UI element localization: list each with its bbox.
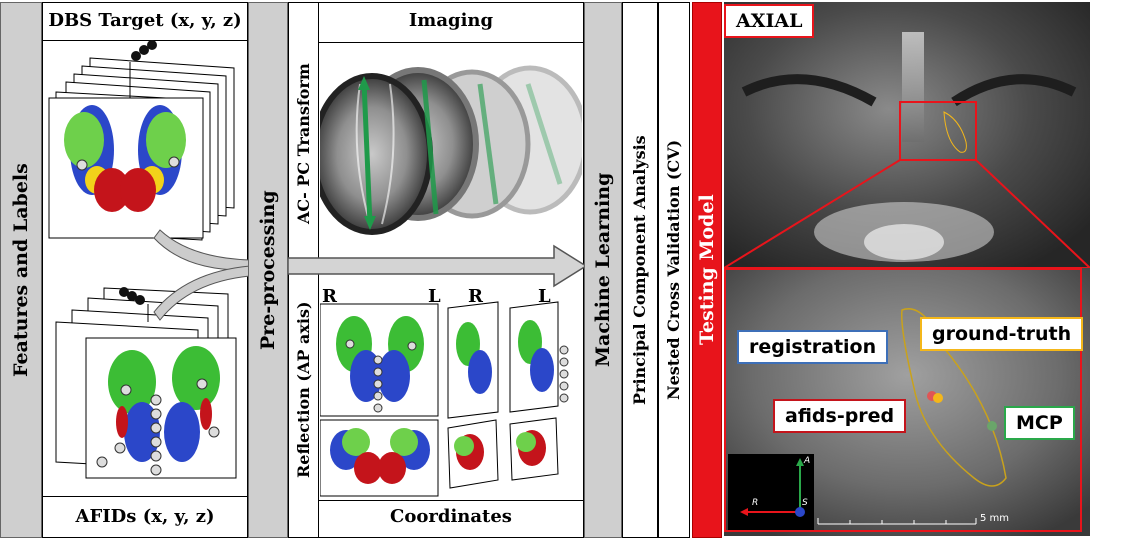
testing-model-bar [692, 2, 722, 538]
pca-label: Principal Component Analysis [630, 135, 649, 405]
features-labels-label: Features and Labels [10, 163, 32, 377]
divider [42, 496, 248, 497]
cv-label: Nested Cross Validation (CV) [664, 139, 683, 401]
side-label-l1: L [428, 286, 441, 307]
imaging-header: Imaging [408, 10, 494, 31]
divider [42, 40, 248, 41]
scale-bar-label: 5 mm [980, 513, 1010, 524]
axial-image [724, 2, 1090, 270]
machine-learning-label: Machine Learning [592, 172, 614, 368]
afids-slices [55, 287, 237, 479]
machine-learning-bar [584, 2, 622, 538]
side-label-l2: L [538, 286, 551, 307]
reflection-label: Reflection (AP axis) [294, 301, 313, 479]
orientation-a-label: A [804, 456, 811, 466]
side-label-r2: R [468, 286, 483, 307]
dbs-target-slices [48, 40, 235, 241]
side-label-r1: R [322, 286, 337, 307]
orientation-s-label: S [802, 498, 808, 508]
afids-header: AFIDs (x, y, z) [75, 506, 215, 527]
mcp-callout: MCP [1004, 406, 1075, 440]
preprocessing-label: Pre-processing [257, 190, 279, 350]
testing-model-label: Testing Model [696, 194, 718, 346]
orientation-r-label: R [752, 498, 759, 508]
cv-panel [658, 2, 690, 538]
axial-view-label: AXIAL [724, 4, 815, 38]
divider [318, 500, 584, 501]
main-flow-arrow [288, 244, 588, 288]
pca-panel [622, 2, 658, 538]
ac-pc-transform-label: AC- PC Transform [294, 63, 313, 225]
reflection-thumbnails [320, 301, 569, 497]
dbs-target-header: DBS Target (x, y, z) [48, 10, 242, 31]
afids-pred-callout: afids-pred [773, 399, 907, 433]
coordinates-header: Coordinates [390, 506, 512, 527]
ground-truth-callout: ground-truth [920, 317, 1084, 351]
registration-callout: registration [737, 330, 889, 364]
curved-arrows [153, 229, 251, 321]
features-labels-bar [0, 2, 42, 538]
divider [318, 42, 584, 43]
mri-slices [320, 65, 582, 235]
